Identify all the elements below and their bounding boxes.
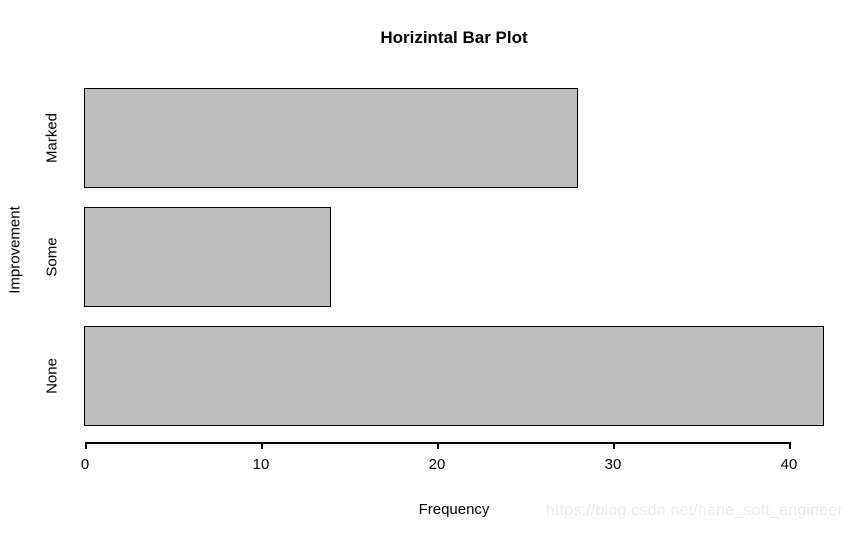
tick-label: 20 [428, 456, 446, 473]
chart-title: Horizintal Bar Plot [380, 28, 528, 47]
watermark: https://blog.csdn.net/hehe_soft_engineer [545, 502, 843, 519]
bar [84, 326, 825, 426]
tick-mark [261, 442, 263, 449]
category-label: Some [43, 237, 61, 277]
bar [84, 207, 332, 307]
category-label: None [43, 358, 61, 394]
tick-mark [437, 442, 439, 449]
tick-label: 0 [80, 456, 90, 473]
tick-mark [789, 442, 791, 449]
bar [84, 88, 578, 188]
x-axis-label: Frequency [418, 501, 490, 518]
y-axis-label: Improvement [6, 206, 24, 294]
tick-label: 40 [780, 456, 798, 473]
tick-mark [613, 442, 615, 449]
tick-label: 10 [252, 456, 270, 473]
category-label: Marked [43, 112, 61, 164]
tick-mark [85, 442, 87, 449]
tick-label: 30 [604, 456, 622, 473]
